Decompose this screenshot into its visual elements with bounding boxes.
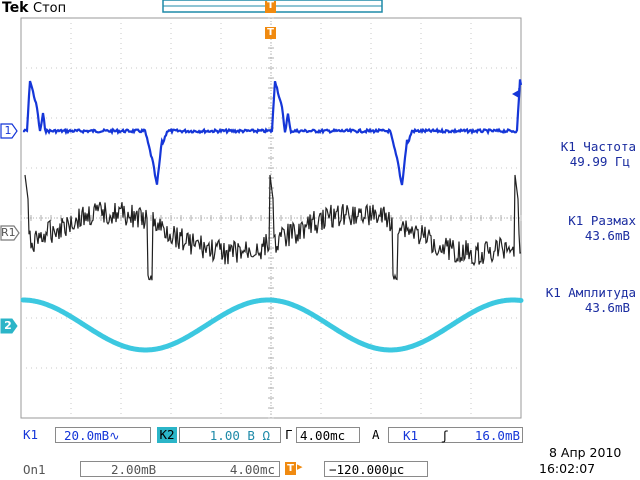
ref-settings-box[interactable]: 2.00mB 4.00mc	[80, 461, 280, 477]
ac-coupling-icon: ∿	[109, 428, 120, 443]
ch2-scale-box[interactable]: 1.00 B Ω	[179, 427, 281, 443]
timebase-value[interactable]: 4.00mc	[296, 427, 360, 443]
measurement-ch1-frequency[interactable]: K1 Частота 49.99 Гц	[520, 139, 636, 169]
acquisition-status: Стоп	[33, 1, 67, 16]
arrow-right-icon: ▸	[297, 460, 303, 473]
measurement-label: K1 Размах	[568, 213, 636, 228]
ch1-marker-label: 1	[4, 124, 12, 137]
trigger-settings-box[interactable]: K1 ʃ 16.0mB	[388, 427, 523, 443]
ref1-marker[interactable]	[0, 225, 20, 241]
measurement-value: 43.6mB	[584, 300, 630, 315]
trigger-source: K1	[403, 428, 419, 443]
trigger-position-icon: T	[285, 462, 296, 475]
ch1-scale: 20.0mB	[64, 428, 110, 443]
ch1-trace	[22, 79, 523, 186]
ch2-trace	[20, 297, 524, 353]
trigger-level: 16.0mB	[474, 428, 520, 443]
ref1-trace	[24, 174, 522, 281]
ch1-ground-marker[interactable]	[0, 123, 18, 139]
ref1-marker-label: R1	[1, 226, 16, 239]
trigger-level-arrow-icon[interactable]	[512, 88, 520, 100]
measurement-ch1-amplitude[interactable]: K1 Амплитуда 43.6mB	[520, 285, 636, 315]
impedance-icon: Ω	[262, 428, 270, 443]
ref-label[interactable]: On1	[23, 462, 46, 477]
ch2-label[interactable]: K2	[157, 427, 177, 443]
trigger-marker-top[interactable]	[265, 1, 276, 13]
ref-time: 4.00mc	[229, 462, 275, 477]
ch1-scale-box[interactable]: 20.0mB∿	[55, 427, 151, 443]
time: 16:02:07	[539, 461, 596, 476]
ch2-marker-label: 2	[4, 319, 12, 332]
graticule	[20, 17, 522, 419]
waveform-traces	[20, 79, 524, 353]
ch2-scale: 1.00 B	[209, 428, 255, 443]
trigger-marker-top-label: T	[267, 0, 274, 11]
ref-scale: 2.00mB	[111, 462, 157, 477]
horizontal-position[interactable]: −120.000µc	[324, 461, 428, 477]
measurement-value: 43.6mB	[584, 228, 630, 243]
timebase-prefix: Г	[285, 427, 293, 442]
measurement-value: 49.99 Гц	[569, 154, 630, 169]
trigger-marker-screen-label: T	[267, 27, 274, 38]
ch1-label[interactable]: K1	[23, 427, 39, 442]
date: 8 Апр 2010	[549, 445, 622, 460]
trigger-marker-screen[interactable]	[265, 27, 276, 39]
measurement-label: K1 Частота	[560, 139, 636, 154]
ch2-ground-marker[interactable]	[0, 318, 18, 334]
rising-edge-icon: ʃ	[441, 428, 449, 443]
brand-logo: Tek	[2, 0, 29, 16]
trigger-mode[interactable]: A	[372, 427, 380, 442]
measurement-label: K1 Амплитуда	[545, 285, 636, 300]
measurement-ch1-peak-to-peak[interactable]: K1 Размах 43.6mB	[520, 213, 636, 243]
